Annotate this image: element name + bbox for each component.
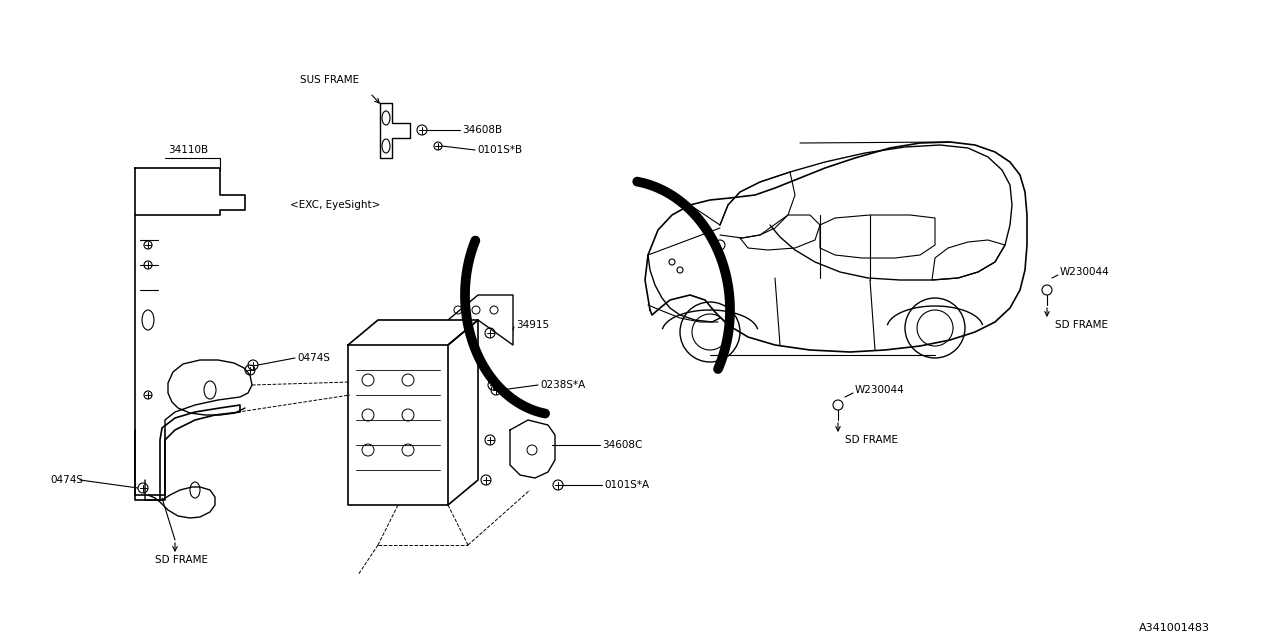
- Text: SD FRAME: SD FRAME: [155, 555, 209, 565]
- Text: W230044: W230044: [1060, 267, 1110, 277]
- Text: <EXC, EyeSight>: <EXC, EyeSight>: [291, 200, 380, 210]
- Text: 0101S*A: 0101S*A: [604, 480, 649, 490]
- Text: A341001483: A341001483: [1139, 623, 1210, 633]
- Text: 0101S*B: 0101S*B: [477, 145, 522, 155]
- Text: 34608B: 34608B: [462, 125, 502, 135]
- Text: 0238S*A: 0238S*A: [540, 380, 585, 390]
- Text: 0474S: 0474S: [50, 475, 83, 485]
- Text: 34110B: 34110B: [168, 145, 209, 155]
- Text: SD FRAME: SD FRAME: [1055, 320, 1108, 330]
- Text: 34915: 34915: [516, 320, 549, 330]
- Text: 0474S: 0474S: [297, 353, 330, 363]
- Text: W230044: W230044: [855, 385, 905, 395]
- Text: SUS FRAME: SUS FRAME: [300, 75, 360, 85]
- Text: 34608C: 34608C: [602, 440, 643, 450]
- Text: SD FRAME: SD FRAME: [845, 435, 899, 445]
